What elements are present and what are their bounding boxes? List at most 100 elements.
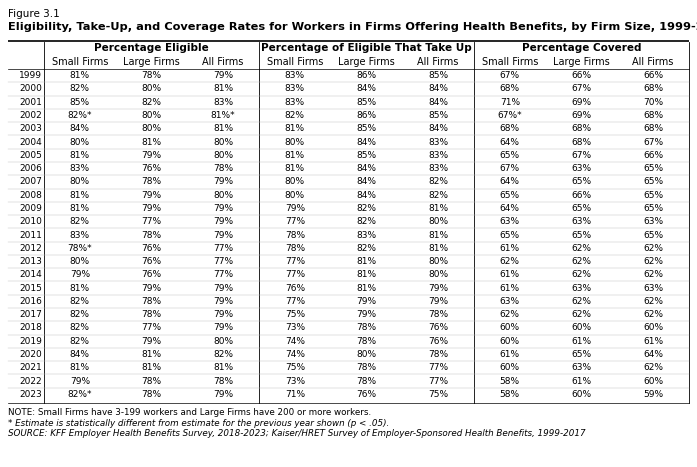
- Text: 81%: 81%: [356, 270, 376, 279]
- Text: 60%: 60%: [643, 324, 664, 333]
- Text: 80%: 80%: [285, 177, 305, 186]
- Text: 67%*: 67%*: [498, 111, 522, 120]
- Text: 79%: 79%: [213, 324, 233, 333]
- Text: 79%: 79%: [285, 204, 305, 213]
- Text: 85%: 85%: [428, 71, 448, 80]
- Text: 61%: 61%: [643, 337, 664, 346]
- Text: 64%: 64%: [500, 138, 520, 147]
- Text: 83%: 83%: [356, 231, 376, 240]
- Text: 2004: 2004: [20, 138, 42, 147]
- Text: 68%: 68%: [572, 124, 592, 133]
- Text: Percentage Covered: Percentage Covered: [522, 43, 641, 53]
- Text: 79%: 79%: [213, 177, 233, 186]
- Text: 78%: 78%: [141, 310, 162, 319]
- Text: 63%: 63%: [572, 283, 592, 293]
- Text: 79%: 79%: [213, 231, 233, 240]
- Text: 78%: 78%: [141, 231, 162, 240]
- Text: 61%: 61%: [500, 283, 520, 293]
- Text: 63%: 63%: [572, 164, 592, 173]
- Text: 80%: 80%: [285, 138, 305, 147]
- Text: 68%: 68%: [500, 124, 520, 133]
- Text: 77%: 77%: [285, 270, 305, 279]
- Text: 76%: 76%: [285, 283, 305, 293]
- Text: 65%: 65%: [643, 191, 664, 200]
- Text: 77%: 77%: [285, 297, 305, 306]
- Text: Small Firms: Small Firms: [482, 57, 538, 67]
- Text: 85%: 85%: [70, 98, 90, 106]
- Text: 2010: 2010: [19, 217, 42, 226]
- Text: 80%: 80%: [356, 350, 376, 359]
- Text: 82%: 82%: [428, 191, 448, 200]
- Text: 63%: 63%: [500, 217, 520, 226]
- Text: 62%: 62%: [643, 257, 663, 266]
- Text: 78%*: 78%*: [68, 244, 92, 253]
- Text: 79%: 79%: [141, 191, 162, 200]
- Text: 71%: 71%: [500, 98, 520, 106]
- Text: 81%: 81%: [428, 244, 448, 253]
- Text: 76%: 76%: [428, 324, 448, 333]
- Text: 63%: 63%: [643, 217, 664, 226]
- Text: 77%: 77%: [213, 270, 233, 279]
- Text: 81%: 81%: [70, 204, 90, 213]
- Text: 77%: 77%: [213, 257, 233, 266]
- Text: 84%: 84%: [70, 350, 90, 359]
- Text: 80%: 80%: [213, 151, 233, 160]
- Text: 60%: 60%: [500, 363, 520, 372]
- Text: 62%: 62%: [643, 297, 663, 306]
- Text: 84%: 84%: [428, 85, 448, 93]
- Text: 76%: 76%: [141, 164, 162, 173]
- Text: 62%: 62%: [643, 363, 663, 372]
- Text: 61%: 61%: [500, 270, 520, 279]
- Text: 83%: 83%: [285, 98, 305, 106]
- Text: 80%: 80%: [285, 191, 305, 200]
- Text: 82%: 82%: [70, 217, 90, 226]
- Text: 83%: 83%: [428, 164, 448, 173]
- Text: 2002: 2002: [20, 111, 42, 120]
- Text: 79%: 79%: [213, 283, 233, 293]
- Text: 79%: 79%: [213, 297, 233, 306]
- Text: 82%: 82%: [356, 217, 376, 226]
- Text: 78%: 78%: [213, 376, 233, 386]
- Text: 2013: 2013: [19, 257, 42, 266]
- Text: 58%: 58%: [500, 376, 520, 386]
- Text: 82%: 82%: [70, 85, 90, 93]
- Text: 75%: 75%: [428, 390, 448, 399]
- Text: 67%: 67%: [500, 71, 520, 80]
- Text: Percentage Eligible: Percentage Eligible: [94, 43, 209, 53]
- Text: 62%: 62%: [572, 270, 592, 279]
- Text: 82%: 82%: [356, 244, 376, 253]
- Text: 82%: 82%: [428, 177, 448, 186]
- Text: 65%: 65%: [643, 231, 664, 240]
- Text: 77%: 77%: [428, 363, 448, 372]
- Text: 60%: 60%: [500, 337, 520, 346]
- Text: 76%: 76%: [141, 270, 162, 279]
- Text: 85%: 85%: [428, 111, 448, 120]
- Text: 61%: 61%: [500, 350, 520, 359]
- Text: 2017: 2017: [19, 310, 42, 319]
- Text: 82%: 82%: [70, 310, 90, 319]
- Text: 84%: 84%: [356, 164, 376, 173]
- Text: 69%: 69%: [572, 111, 592, 120]
- Text: 79%: 79%: [70, 270, 90, 279]
- Text: 60%: 60%: [572, 324, 592, 333]
- Text: 74%: 74%: [285, 337, 305, 346]
- Text: 71%: 71%: [285, 390, 305, 399]
- Text: 2001: 2001: [19, 98, 42, 106]
- Text: 84%: 84%: [70, 124, 90, 133]
- Text: 82%: 82%: [70, 337, 90, 346]
- Text: 68%: 68%: [500, 85, 520, 93]
- Text: 84%: 84%: [356, 191, 376, 200]
- Text: 77%: 77%: [428, 376, 448, 386]
- Text: 78%: 78%: [141, 71, 162, 80]
- Text: 62%: 62%: [643, 244, 663, 253]
- Text: 2014: 2014: [20, 270, 42, 279]
- Text: 78%: 78%: [428, 310, 448, 319]
- Text: 81%*: 81%*: [211, 111, 236, 120]
- Text: 80%: 80%: [428, 270, 448, 279]
- Text: 77%: 77%: [285, 257, 305, 266]
- Text: 78%: 78%: [356, 363, 376, 372]
- Text: Percentage of Eligible That Take Up: Percentage of Eligible That Take Up: [261, 43, 472, 53]
- Text: 2022: 2022: [20, 376, 42, 386]
- Text: * Estimate is statistically different from estimate for the previous year shown : * Estimate is statistically different fr…: [8, 419, 389, 428]
- Text: 65%: 65%: [500, 231, 520, 240]
